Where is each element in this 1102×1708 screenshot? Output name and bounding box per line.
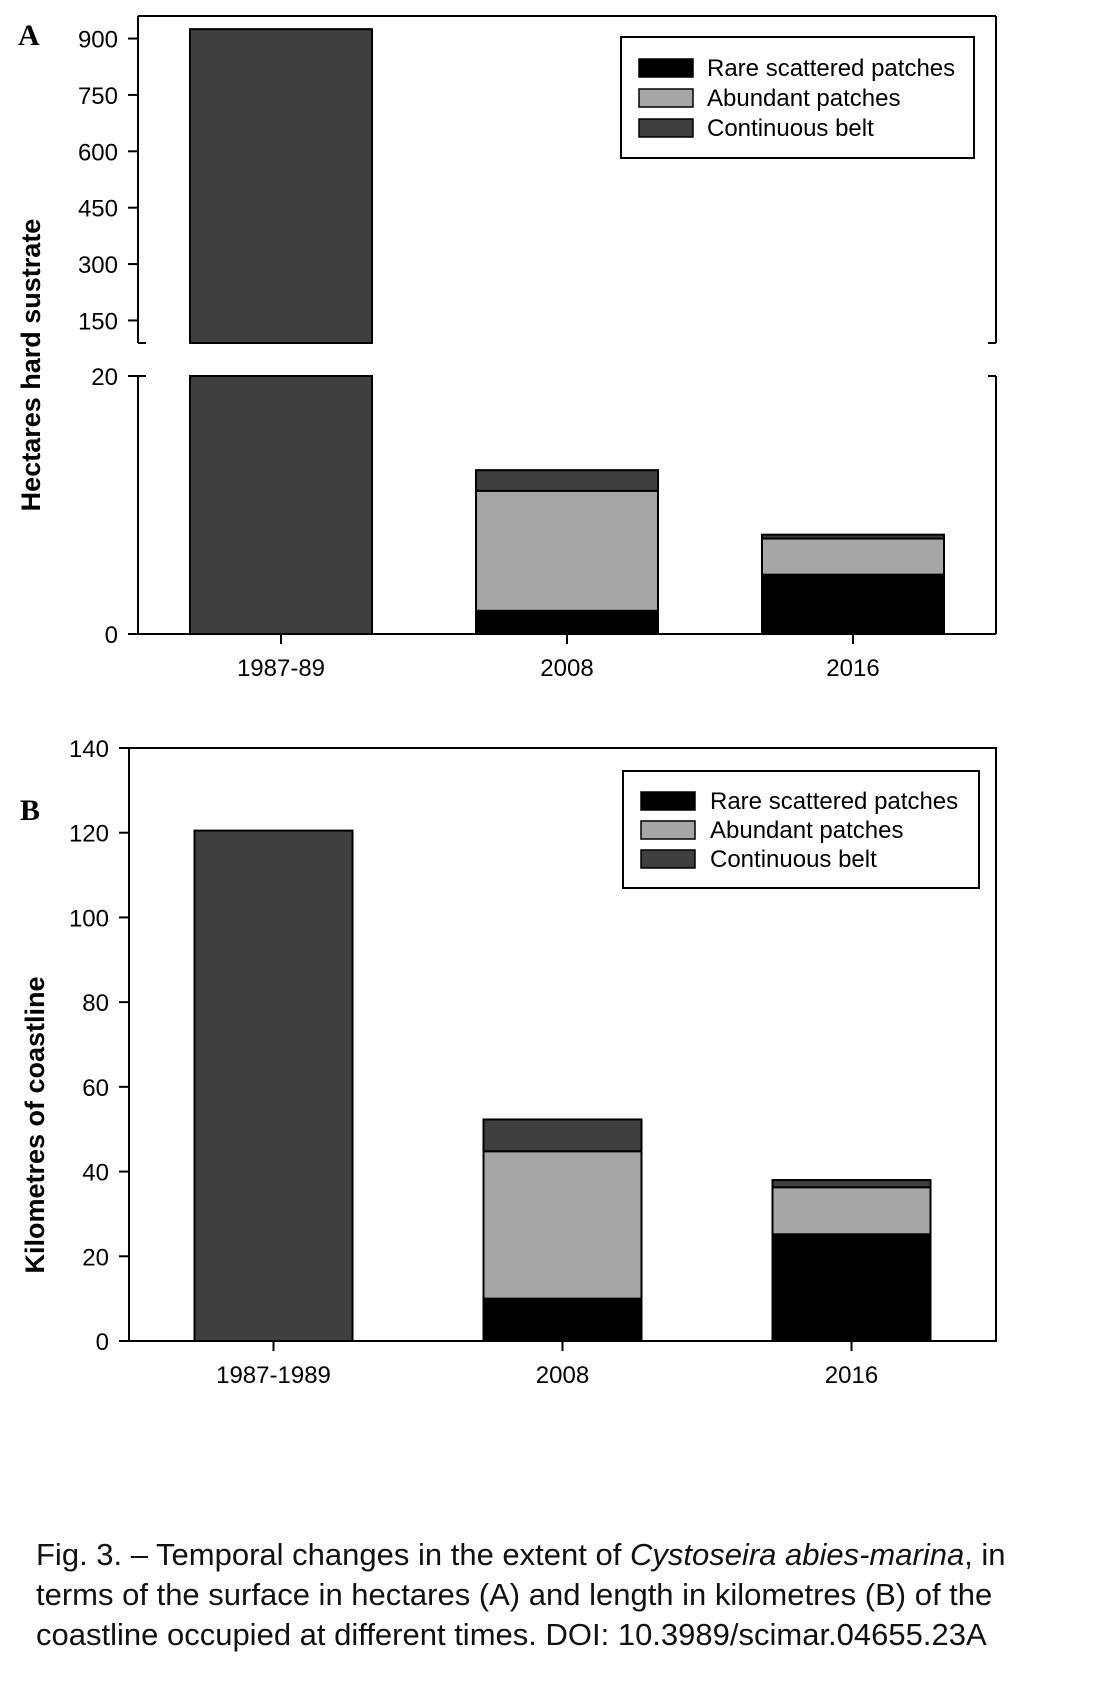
panel-b-legend-label-continuous-belt: Continuous belt xyxy=(710,846,877,873)
panel-b-y-tick-label: 20 xyxy=(82,1244,109,1271)
panel-a-x-tick-label: 2016 xyxy=(826,655,879,682)
bar-a-1987-89-continuous-belt-lower xyxy=(189,375,373,635)
bar-a-2016-continuous-belt xyxy=(761,533,945,540)
bar-b-2008-abundant-patches xyxy=(482,1150,643,1300)
panel-a-y-tick-label: 0 xyxy=(105,622,118,649)
panel-a-y-ticks: 150 300 450 600 750 900 0 20 xyxy=(78,27,138,649)
panel-b-y-tick-label: 40 xyxy=(82,1160,109,1187)
panel-a-x-ticks: 1987-89 2008 2016 xyxy=(237,634,880,682)
bar-b-2016-rare-scattered-patches xyxy=(771,1233,932,1343)
panel-a-ylabel: Hectares hard sustrate xyxy=(16,219,46,512)
bar-a-2016-rare-scattered-patches xyxy=(761,573,945,635)
panel-b-y-tick-label: 80 xyxy=(82,990,109,1017)
panel-b: B Kilometres of coastline 0 20 40 60 80 100 12… xyxy=(20,736,997,1389)
caption-species: Cystoseira abies-marina xyxy=(629,1537,965,1572)
bar-b-2016-abundant-patches xyxy=(771,1186,932,1236)
panel-a-bars xyxy=(189,28,945,636)
panel-b-legend-swatch-abundant-patches xyxy=(640,820,696,840)
caption-text-end: , in terms of the surface in hectares (A… xyxy=(36,1537,1006,1652)
bar-b-2016-continuous-belt xyxy=(771,1179,932,1189)
panel-b-bars xyxy=(193,829,932,1343)
panel-b-y-ticks: 0 20 40 60 80 100 120 140 xyxy=(69,736,129,1356)
panel-b-legend-swatch-rare-scattered-patches xyxy=(640,791,696,811)
figure-caption: Fig. 3. – Temporal changes in the extent… xyxy=(36,1535,1076,1655)
bar-a-1987-89-continuous-belt-upper xyxy=(189,28,373,344)
panel-b-y-tick-label: 60 xyxy=(82,1075,109,1102)
panel-a-x-tick-label: 1987-89 xyxy=(237,655,325,682)
panel-a-x-tick-label: 2008 xyxy=(540,655,593,682)
panel-a-legend-label-rare-scattered-patches: Rare scattered patches xyxy=(707,55,955,82)
panel-a-y-tick-label: 150 xyxy=(78,308,118,335)
panel-a-letter: A xyxy=(18,19,40,52)
panel-a-y-tick-label: 600 xyxy=(78,139,118,166)
panel-b-y-tick-label: 120 xyxy=(69,821,109,848)
caption-text-start: Fig. 3. – Temporal changes in the extent… xyxy=(36,1537,630,1572)
panel-b-legend-label-abundant-patches: Abundant patches xyxy=(710,817,904,844)
panel-b-legend-swatch-continuous-belt xyxy=(640,849,696,869)
bar-b-1987-1989-continuous-belt xyxy=(193,829,354,1342)
panel-b-x-tick-label: 2016 xyxy=(825,1362,878,1389)
panel-a-legend-label-continuous-belt: Continuous belt xyxy=(707,115,874,142)
bar-a-2008-abundant-patches xyxy=(475,489,659,612)
bar-b-2008-continuous-belt xyxy=(482,1118,643,1153)
panel-a: A Hectares hard sustrate 150 300 450 600 750… xyxy=(16,15,997,682)
panel-a-legend-swatch-abundant-patches xyxy=(638,88,694,108)
panel-b-letter: B xyxy=(20,794,40,827)
panel-a-legend-swatch-rare-scattered-patches xyxy=(638,58,694,78)
panel-b-y-tick-label: 0 xyxy=(96,1329,109,1356)
panel-a-legend-label-abundant-patches: Abundant patches xyxy=(707,85,901,112)
panel-b-x-tick-label: 1987-1989 xyxy=(216,1362,331,1389)
panel-b-x-ticks: 1987-1989 2008 2016 xyxy=(216,1341,878,1389)
panel-a-y-tick-label: 300 xyxy=(78,252,118,279)
bar-a-2008-rare-scattered-patches xyxy=(475,609,659,636)
panel-a-y-tick-label: 900 xyxy=(78,27,118,54)
bar-b-2008-rare-scattered-patches xyxy=(482,1297,643,1342)
panel-b-ylabel: Kilometres of coastline xyxy=(20,976,50,1273)
bar-a-2008-continuous-belt xyxy=(475,469,659,492)
panel-b-y-tick-label: 140 xyxy=(69,736,109,763)
panel-b-x-tick-label: 2008 xyxy=(536,1362,589,1389)
panel-b-y-tick-label: 100 xyxy=(69,905,109,932)
panel-b-legend-label-rare-scattered-patches: Rare scattered patches xyxy=(710,788,958,815)
bar-a-2016-abundant-patches xyxy=(761,537,945,576)
panel-a-legend-swatch-continuous-belt xyxy=(638,118,694,138)
panel-a-legend: Rare scattered patches Abundant patches Co… xyxy=(620,36,975,159)
panel-a-y-tick-label: 450 xyxy=(78,196,118,223)
panel-a-y-tick-label: 20 xyxy=(91,364,118,391)
panel-a-y-tick-label: 750 xyxy=(78,83,118,110)
